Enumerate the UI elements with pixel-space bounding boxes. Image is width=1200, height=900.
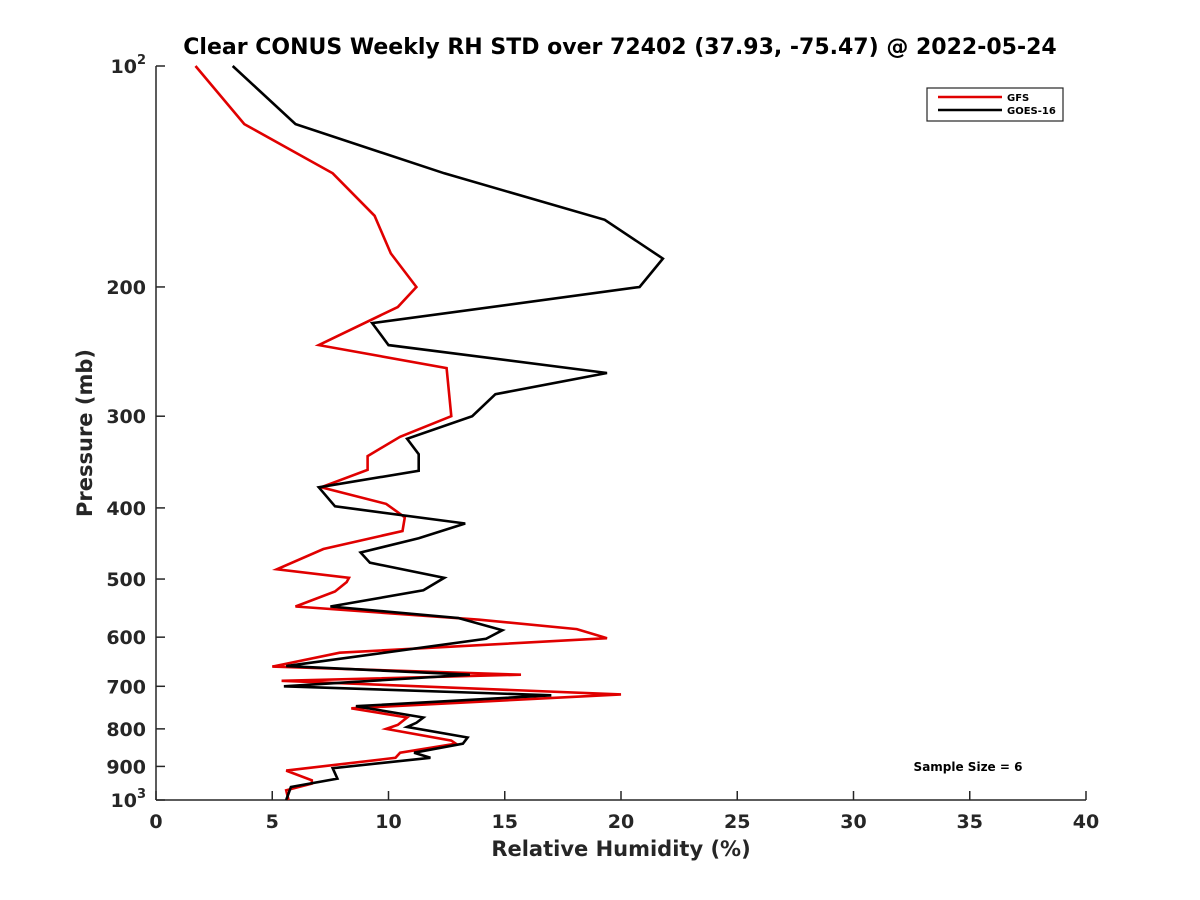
- y-axis-ticks: 102 200 300 400 500 600 700 800 900 103: [106, 53, 165, 812]
- y-tick-label: 102: [111, 53, 147, 78]
- series-line-gfs: [194, 65, 622, 801]
- x-tick-label: 40: [1073, 811, 1099, 833]
- x-tick-label: 15: [492, 811, 518, 833]
- y-tick-label: 400: [106, 498, 146, 520]
- plot-area: 0 5 10 15 20 25 30 35 40 102 200 300 400 500 600 700 80…: [106, 53, 1099, 833]
- y-tick-label: 900: [106, 756, 146, 778]
- legend: GFS GOES-16: [926, 87, 1064, 122]
- y-tick-label: 600: [106, 627, 146, 649]
- x-axis-label: Relative Humidity (%): [491, 837, 750, 861]
- y-tick-label: 300: [106, 406, 146, 428]
- x-tick-label: 5: [266, 811, 279, 833]
- y-tick-label: 700: [106, 676, 146, 698]
- x-tick-label: 25: [724, 811, 750, 833]
- x-tick-label: 30: [840, 811, 866, 833]
- sample-size-annotation: Sample Size = 6: [914, 760, 1023, 774]
- y-tick-label: 200: [106, 277, 146, 299]
- y-tick-label: 500: [106, 569, 146, 591]
- legend-box: [926, 87, 1064, 122]
- y-tick-label: 800: [106, 719, 146, 741]
- x-tick-label: 35: [957, 811, 983, 833]
- legend-label-gfs: GFS: [1007, 93, 1029, 104]
- x-tick-label: 20: [608, 811, 634, 833]
- legend-label-goes16: GOES-16: [1007, 106, 1056, 117]
- y-axis-label: Pressure (mb): [73, 349, 97, 517]
- x-tick-label: 10: [375, 811, 401, 833]
- y-tick-label: 103: [111, 787, 147, 812]
- series-line-goes16: [231, 65, 665, 801]
- x-tick-label: 0: [149, 811, 162, 833]
- chart-title: Clear CONUS Weekly RH STD over 72402 (37…: [183, 35, 1056, 60]
- series-group: [194, 65, 665, 801]
- x-axis-ticks: 0 5 10 15 20 25 30 35 40: [149, 791, 1099, 833]
